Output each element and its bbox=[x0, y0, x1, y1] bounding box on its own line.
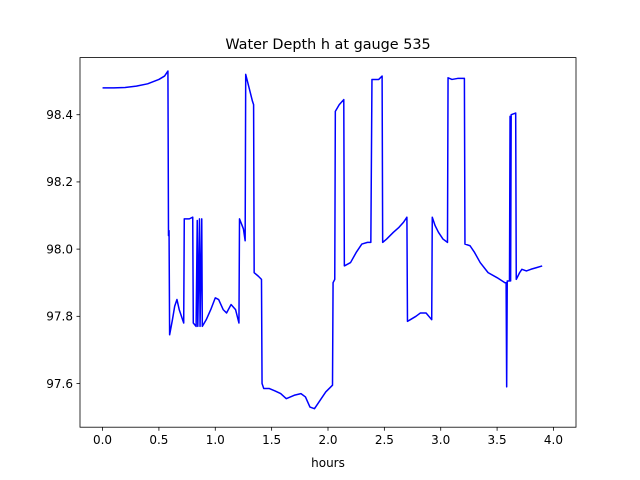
x-axis-label: hours bbox=[311, 456, 345, 470]
x-tick-label: 3.5 bbox=[488, 433, 507, 447]
x-tick-label: 1.5 bbox=[262, 433, 281, 447]
x-tick-label: 0.5 bbox=[149, 433, 168, 447]
x-tick-label: 3.0 bbox=[431, 433, 450, 447]
plot-area bbox=[102, 70, 543, 410]
y-tick-label: 98.0 bbox=[46, 242, 73, 256]
x-tick-label: 0.0 bbox=[93, 433, 112, 447]
x-tick-label: 1.0 bbox=[206, 433, 225, 447]
y-tick-label: 98.4 bbox=[46, 108, 73, 122]
chart-title: Water Depth h at gauge 535 bbox=[225, 37, 430, 53]
y-tick-label: 97.8 bbox=[46, 310, 73, 324]
y-tick-label: 97.6 bbox=[46, 377, 73, 391]
y-tick-label: 98.2 bbox=[46, 175, 73, 189]
x-tick-label: 2.5 bbox=[375, 433, 394, 447]
x-tick-label: 2.0 bbox=[318, 433, 337, 447]
x-axis: 0.0 0.5 1.0 1.5 2.0 2.5 3.0 3.5 4.0 bbox=[93, 427, 563, 447]
water-depth-series-line bbox=[102, 70, 543, 410]
y-axis: 97.6 97.8 98.0 98.2 98.4 bbox=[46, 108, 80, 391]
x-tick-label: 4.0 bbox=[544, 433, 563, 447]
